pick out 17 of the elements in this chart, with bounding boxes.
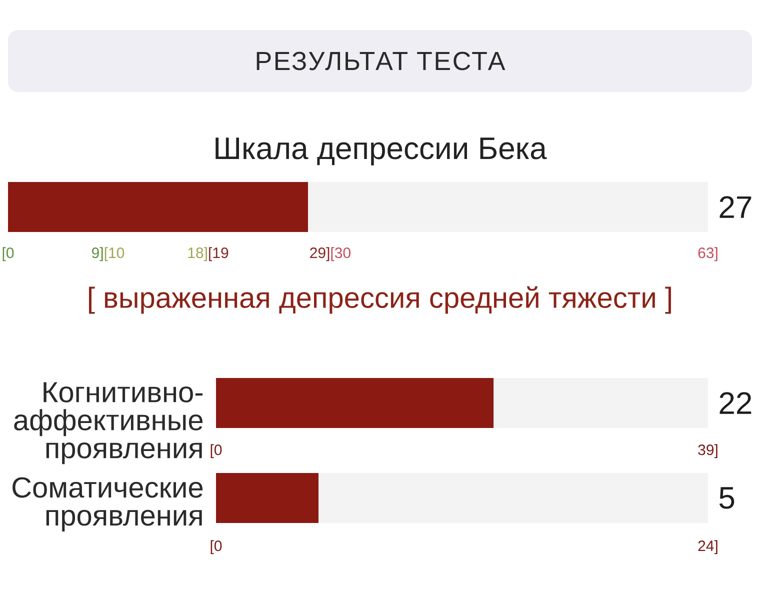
x-tick-label: [0 <box>210 540 222 554</box>
text: 5 <box>719 487 734 509</box>
x-tick-label: 63] <box>698 247 718 262</box>
x-tick-label: [0 <box>2 247 14 262</box>
x-tick-label: 24] <box>698 540 718 554</box>
text: РЕЗУЛЬТАТ ТЕСТА <box>256 52 506 70</box>
x-tick-label: 9][10 <box>92 247 124 262</box>
x-tick-label: 39] <box>698 444 718 458</box>
y-tick-label: Соматические проявления <box>12 477 203 532</box>
x-tick-label: [0 <box>210 444 222 458</box>
x-tick-label: 29][30 <box>310 247 350 262</box>
x-tick-label: 18][19 <box>188 247 228 262</box>
chart-title: Шкала депрессии Бека <box>216 138 547 166</box>
text: [ выраженная депрессия средней тяжести ] <box>89 286 671 314</box>
y-tick-label: Когнитивно-аффективные проявления <box>14 382 203 464</box>
text: 27 <box>720 196 752 218</box>
text: 22 <box>720 392 752 414</box>
